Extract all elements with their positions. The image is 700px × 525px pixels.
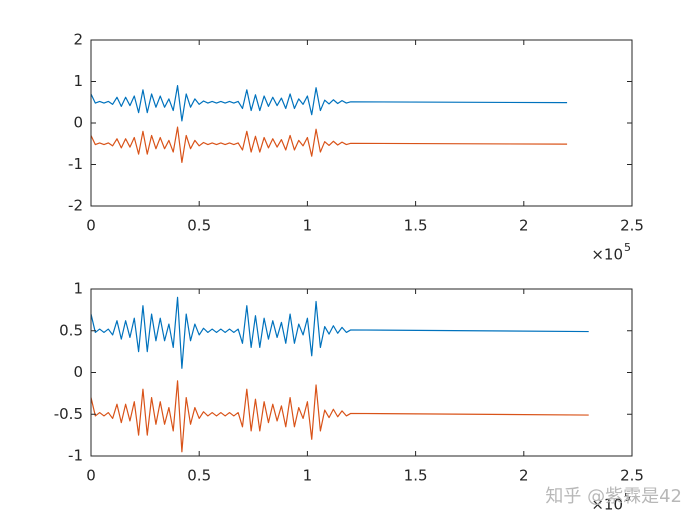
- x-tick-label: 2.5: [620, 467, 644, 485]
- x-tick-label: 1: [303, 217, 313, 235]
- x-scale-exponent: 5: [624, 491, 631, 504]
- x-tick-label: 0: [86, 217, 96, 235]
- y-tick-label: -2: [68, 197, 83, 215]
- x-tick-label: 1.5: [404, 217, 428, 235]
- x-tick-label: 0.5: [187, 217, 211, 235]
- x-tick-label: 1: [303, 467, 313, 485]
- y-tick-label: 0: [73, 114, 83, 132]
- watermark: 知乎 @紫霖是42: [545, 486, 682, 507]
- plot-area: [91, 40, 632, 206]
- y-tick-label: 1: [73, 72, 83, 90]
- x-tick-label: 2: [519, 467, 529, 485]
- waveform-line: [90, 126, 568, 164]
- waveform-line: [90, 380, 589, 453]
- x-scale-exponent: 5: [624, 241, 631, 254]
- x-tick-label: 0: [86, 467, 96, 485]
- y-tick-label: -1: [68, 155, 83, 173]
- waveform-line: [90, 296, 589, 369]
- plot-area: [91, 289, 632, 456]
- x-tick-label: 0.5: [187, 467, 211, 485]
- x-tick-label: 2.5: [620, 217, 644, 235]
- waveform-line: [90, 85, 568, 122]
- y-tick-label: 0.5: [59, 321, 83, 339]
- y-tick-label: -1: [68, 447, 83, 465]
- y-tick-label: 2: [73, 31, 83, 49]
- x-tick-label: 1.5: [404, 467, 428, 485]
- x-scale-label: ×10: [591, 246, 623, 264]
- y-tick-label: -0.5: [54, 405, 83, 423]
- y-tick-label: 0: [73, 363, 83, 381]
- x-scale-label: ×10: [591, 496, 623, 514]
- x-tick-label: 2: [519, 217, 529, 235]
- y-tick-label: 1: [73, 280, 83, 298]
